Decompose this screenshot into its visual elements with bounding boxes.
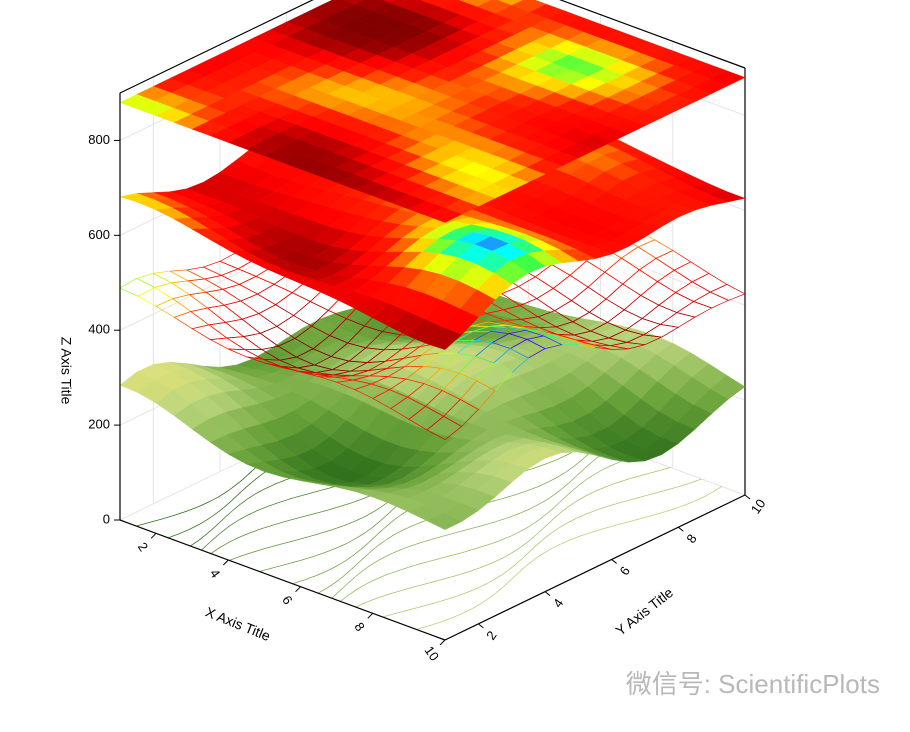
z-tick-label: 600 xyxy=(88,227,110,242)
surface-cell xyxy=(426,207,463,223)
y-axis-title: Y Axis Title xyxy=(612,584,676,639)
x-tick xyxy=(439,639,446,646)
box-edge xyxy=(559,0,746,69)
wire-cell xyxy=(640,281,677,306)
wire-cell xyxy=(536,287,573,312)
y-axis xyxy=(444,494,746,641)
x-tick xyxy=(222,559,229,566)
wire-cell xyxy=(517,276,554,300)
wire-cell xyxy=(137,287,174,307)
wire-cell xyxy=(185,266,223,280)
wire-cell xyxy=(709,284,746,301)
wire-cell xyxy=(258,304,295,327)
x-tick-label: 10 xyxy=(422,643,443,663)
wire-cell xyxy=(135,272,173,288)
wire-cell xyxy=(604,257,640,285)
wire-cell xyxy=(622,269,659,296)
wire-cell xyxy=(638,257,675,283)
y-tick-label: 6 xyxy=(617,564,633,579)
y-tick xyxy=(678,526,684,532)
y-tick-label: 10 xyxy=(748,496,769,516)
z-tick-label: 200 xyxy=(88,417,110,432)
wire-cell xyxy=(274,292,311,316)
wire-cell xyxy=(673,261,710,283)
x-tick xyxy=(150,532,157,539)
z-axis-title: Z Axis Title xyxy=(58,337,74,405)
wire-cell xyxy=(209,337,247,351)
wire-cell xyxy=(206,304,244,323)
wire-cell xyxy=(569,260,606,288)
wire-cell xyxy=(119,278,156,297)
wire-cell xyxy=(692,291,730,309)
surface-cell xyxy=(426,327,463,350)
wire-cell xyxy=(623,294,660,319)
wire-cell xyxy=(641,304,678,325)
z-tick-label: 0 xyxy=(103,511,110,526)
wire-cell xyxy=(676,301,713,318)
wire-cell xyxy=(552,274,589,302)
z-tick-label: 800 xyxy=(88,132,110,147)
wire-cell xyxy=(220,268,257,285)
x-axis-title: X Axis Title xyxy=(203,604,273,645)
wire-cell xyxy=(208,322,245,339)
wire-cell xyxy=(655,250,692,271)
wire-cell xyxy=(240,293,277,315)
contour-line xyxy=(340,455,638,602)
box-edge xyxy=(119,0,314,94)
contour-line xyxy=(355,467,671,608)
y-tick xyxy=(611,559,617,564)
wire-cell xyxy=(205,288,242,306)
wire-cell xyxy=(191,324,228,340)
x-tick-label: 4 xyxy=(207,566,223,581)
wire-cell xyxy=(202,260,240,276)
watermark: 微信号: ScientificPlots xyxy=(626,669,880,699)
x-tick-label: 2 xyxy=(135,539,151,554)
contour-line xyxy=(382,478,702,618)
y-tick-label: 8 xyxy=(683,531,699,546)
y-tick xyxy=(544,591,551,597)
x-axis xyxy=(119,519,446,641)
x-tick-label: 8 xyxy=(351,619,367,634)
contour-line xyxy=(331,446,615,599)
surface-cell xyxy=(426,512,463,530)
x-tick xyxy=(367,612,374,619)
y-tick xyxy=(478,623,484,629)
wire-cell xyxy=(605,283,642,311)
x-tick-label: 6 xyxy=(279,593,295,608)
y-tick-label: 2 xyxy=(483,628,499,643)
wire-cell xyxy=(674,281,712,302)
wire-cell xyxy=(426,415,463,441)
surface-cell xyxy=(419,0,429,2)
wire-cell xyxy=(225,336,263,351)
wire-cell xyxy=(223,300,260,320)
wire-cell xyxy=(168,269,206,282)
y-tick xyxy=(744,494,751,500)
wire-cell xyxy=(656,269,693,293)
x-tick xyxy=(295,586,301,593)
wire-cell xyxy=(587,271,624,300)
wire-cell xyxy=(588,298,625,323)
contour-line xyxy=(416,486,723,630)
y-tick-label: 4 xyxy=(550,596,566,611)
z-tick-label: 400 xyxy=(88,322,110,337)
wire-cell xyxy=(170,280,208,295)
wire-cell xyxy=(637,239,674,259)
wire-cell xyxy=(152,270,190,284)
wire-cell xyxy=(155,298,192,318)
wire-cell xyxy=(238,276,275,295)
layer-flat xyxy=(119,0,746,223)
wire-cell xyxy=(658,292,695,313)
wire-cell xyxy=(691,272,728,293)
